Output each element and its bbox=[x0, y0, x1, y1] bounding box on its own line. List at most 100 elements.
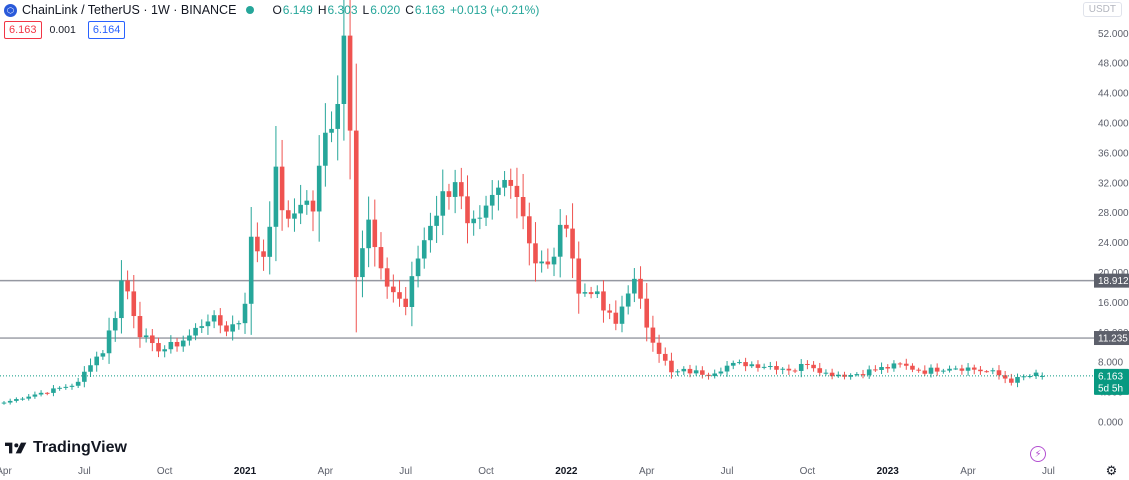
candle bbox=[391, 274, 396, 303]
candle-body bbox=[174, 341, 180, 347]
candle-body bbox=[248, 236, 254, 304]
candle bbox=[848, 373, 853, 380]
candle-body bbox=[718, 371, 724, 374]
candle-body bbox=[873, 369, 878, 371]
candle bbox=[329, 111, 334, 143]
gear-icon[interactable]: ⚙ bbox=[1105, 463, 1118, 478]
candle bbox=[162, 345, 167, 358]
candle-body bbox=[100, 353, 106, 357]
candle bbox=[984, 370, 989, 373]
candle bbox=[860, 369, 866, 379]
tradingview-logo[interactable]: TradingView bbox=[5, 439, 127, 457]
candle-body bbox=[7, 400, 13, 403]
candle-body bbox=[32, 394, 38, 397]
candle bbox=[761, 363, 767, 370]
candle bbox=[755, 360, 761, 372]
candle bbox=[564, 215, 569, 238]
candle bbox=[836, 371, 841, 378]
candle bbox=[922, 365, 928, 376]
candle-body bbox=[125, 280, 130, 292]
candle bbox=[143, 328, 149, 343]
candle bbox=[625, 285, 631, 315]
price-tick-label: 36.000 bbox=[1098, 148, 1129, 159]
candle-body bbox=[193, 327, 198, 336]
candle-body bbox=[576, 258, 582, 294]
candle-body bbox=[267, 226, 273, 257]
flash-icon[interactable]: ⚡ bbox=[1030, 446, 1046, 462]
candle-body bbox=[242, 303, 248, 324]
candle-body bbox=[965, 367, 971, 371]
candle-body bbox=[903, 363, 909, 366]
candle-body bbox=[360, 248, 365, 278]
candle-body bbox=[112, 318, 118, 331]
candle bbox=[817, 362, 823, 376]
candle-body bbox=[440, 191, 446, 216]
sell-button[interactable]: 6.163 bbox=[4, 21, 42, 39]
candle bbox=[798, 359, 804, 378]
candle bbox=[7, 398, 13, 405]
candle-body bbox=[483, 205, 489, 218]
candle-body bbox=[316, 165, 322, 212]
candle bbox=[588, 286, 594, 299]
symbol-title[interactable]: ChainLink / TetherUS · 1W · BINANCE bbox=[22, 3, 237, 17]
candle-body bbox=[737, 362, 742, 364]
candle bbox=[421, 227, 427, 269]
candle-body bbox=[1002, 375, 1008, 379]
candle-body bbox=[947, 368, 952, 371]
candle bbox=[570, 203, 575, 279]
ohlc-open-key: O bbox=[272, 3, 282, 17]
candle-body bbox=[650, 327, 656, 343]
price-tick-label: 40.000 bbox=[1098, 119, 1129, 130]
candle-body bbox=[638, 278, 643, 299]
candle-body bbox=[292, 213, 297, 219]
candle-body bbox=[514, 185, 520, 198]
candle bbox=[489, 180, 495, 220]
candle-body bbox=[273, 166, 279, 227]
candle bbox=[934, 363, 940, 376]
candle bbox=[63, 384, 69, 390]
candle bbox=[236, 320, 242, 330]
candle-body bbox=[384, 268, 390, 287]
candle-body bbox=[749, 364, 755, 367]
candle bbox=[978, 366, 983, 375]
candle bbox=[971, 364, 977, 375]
candle-body bbox=[805, 363, 810, 365]
candle bbox=[594, 285, 600, 299]
price-tick-label: 32.000 bbox=[1098, 178, 1129, 189]
candle bbox=[582, 283, 588, 297]
candle bbox=[248, 206, 254, 335]
ohlc-low-value: 6.020 bbox=[370, 3, 401, 17]
candles bbox=[1, 0, 1045, 405]
candle-body bbox=[675, 371, 680, 373]
price-axis: 0.0004.0008.00012.00016.00020.00024.0002… bbox=[1094, 29, 1129, 429]
candle bbox=[187, 329, 192, 346]
candle-body bbox=[1, 402, 7, 404]
candle-body bbox=[971, 367, 977, 370]
candle-body bbox=[236, 323, 242, 325]
candle bbox=[112, 311, 118, 342]
candle bbox=[459, 167, 464, 210]
candle-body bbox=[421, 240, 427, 259]
candle bbox=[119, 260, 124, 334]
candle bbox=[224, 321, 229, 337]
candle bbox=[168, 335, 174, 354]
candle-body bbox=[1027, 376, 1033, 378]
candle-body bbox=[941, 370, 946, 372]
candle-body bbox=[910, 365, 915, 370]
candle bbox=[150, 329, 155, 352]
candle-body bbox=[82, 371, 87, 382]
candle-body bbox=[143, 335, 149, 338]
candle-body bbox=[44, 392, 50, 394]
candle-body bbox=[261, 251, 266, 257]
candle-body bbox=[761, 366, 767, 368]
candle-body bbox=[613, 312, 619, 324]
candle-body bbox=[106, 330, 112, 354]
candle-body bbox=[953, 368, 959, 370]
candle-body bbox=[539, 261, 544, 264]
candle bbox=[947, 365, 952, 373]
price-tick-label: 44.000 bbox=[1098, 89, 1129, 100]
candle-body bbox=[792, 370, 798, 372]
currency-selector[interactable]: USDT bbox=[1082, 2, 1122, 17]
buy-button[interactable]: 6.164 bbox=[87, 21, 126, 39]
